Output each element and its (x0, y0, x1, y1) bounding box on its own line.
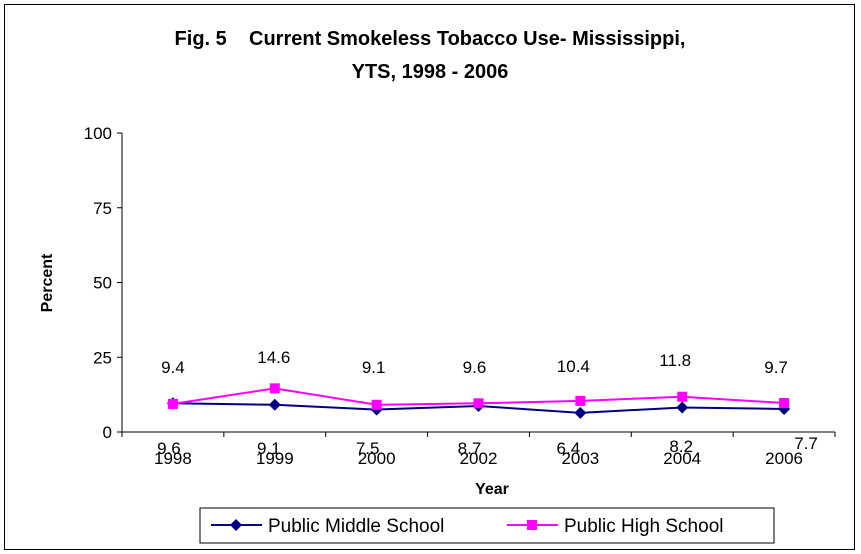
x-tick-label: 2002 (460, 449, 498, 468)
legend: Public Middle School Public High School (199, 507, 775, 544)
data-point-square (371, 399, 382, 410)
data-point-square (269, 383, 280, 394)
data-label-high-school: 14.6 (257, 348, 290, 367)
data-point-square (677, 391, 688, 402)
data-label-high-school: 9.1 (362, 358, 386, 377)
y-axis-label: Percent (39, 253, 56, 312)
data-label-middle-school: 6.4 (557, 439, 581, 458)
data-labels: 9.4 14.6 9.1 9.6 10.4 11.8 9.7 9.6 9.1 7.5 8.7 6.4 8… (157, 348, 818, 458)
y-tick-label: 25 (93, 348, 112, 367)
data-label-high-school: 11.8 (659, 351, 691, 370)
y-tick-label: 0 (103, 423, 112, 442)
data-point-square (473, 398, 484, 409)
x-tick-label: 2004 (663, 449, 701, 468)
data-point-diamond (676, 401, 689, 414)
data-label-middle-school: 8.7 (458, 439, 482, 458)
data-label-middle-school: 9.6 (157, 439, 181, 458)
chart-title-line1: Fig. 5 Current Smokeless Tobacco Use- Mi… (175, 28, 686, 50)
data-label-high-school: 9.6 (463, 358, 487, 377)
data-point-square (575, 395, 586, 406)
legend-box (199, 507, 775, 544)
x-tick-label: 2006 (765, 449, 803, 468)
x-tick-labels: 1998 1999 2000 2002 2003 2004 2006 (154, 449, 803, 468)
series-layer (166, 383, 791, 419)
data-point-square (779, 397, 790, 408)
legend-label-middle-school: Public Middle School (268, 516, 444, 537)
y-tick-label: 75 (93, 199, 112, 218)
y-tick-labels: 0 25 50 75 100 (84, 124, 112, 442)
axes (117, 132, 836, 437)
chart-title-line2: YTS, 1998 - 2006 (352, 61, 509, 83)
data-label-middle-school: 8.2 (669, 437, 693, 456)
data-label-middle-school: 7.5 (356, 439, 380, 458)
chart-frame (4, 4, 855, 550)
data-point-square (167, 398, 178, 409)
data-label-high-school: 10.4 (557, 357, 590, 376)
data-label-high-school: 9.4 (161, 358, 185, 377)
data-label-middle-school: 9.1 (257, 439, 281, 458)
legend-marker-square (527, 520, 537, 530)
legend-marker-diamond (230, 519, 242, 531)
x-tick-label: 2000 (358, 449, 396, 468)
y-tick-label: 50 (93, 274, 112, 293)
x-tick-label: 1999 (256, 449, 294, 468)
legend-label-high-school: Public High School (564, 516, 723, 537)
data-label-middle-school: 7.7 (794, 434, 818, 453)
x-tick-label: 2003 (561, 449, 599, 468)
x-tick-label: 1998 (154, 449, 192, 468)
data-point-diamond (268, 398, 281, 411)
data-label-high-school: 9.7 (764, 358, 788, 377)
x-axis-label: Year (475, 481, 509, 498)
data-point-diamond (574, 406, 587, 419)
y-tick-label: 100 (84, 124, 112, 143)
